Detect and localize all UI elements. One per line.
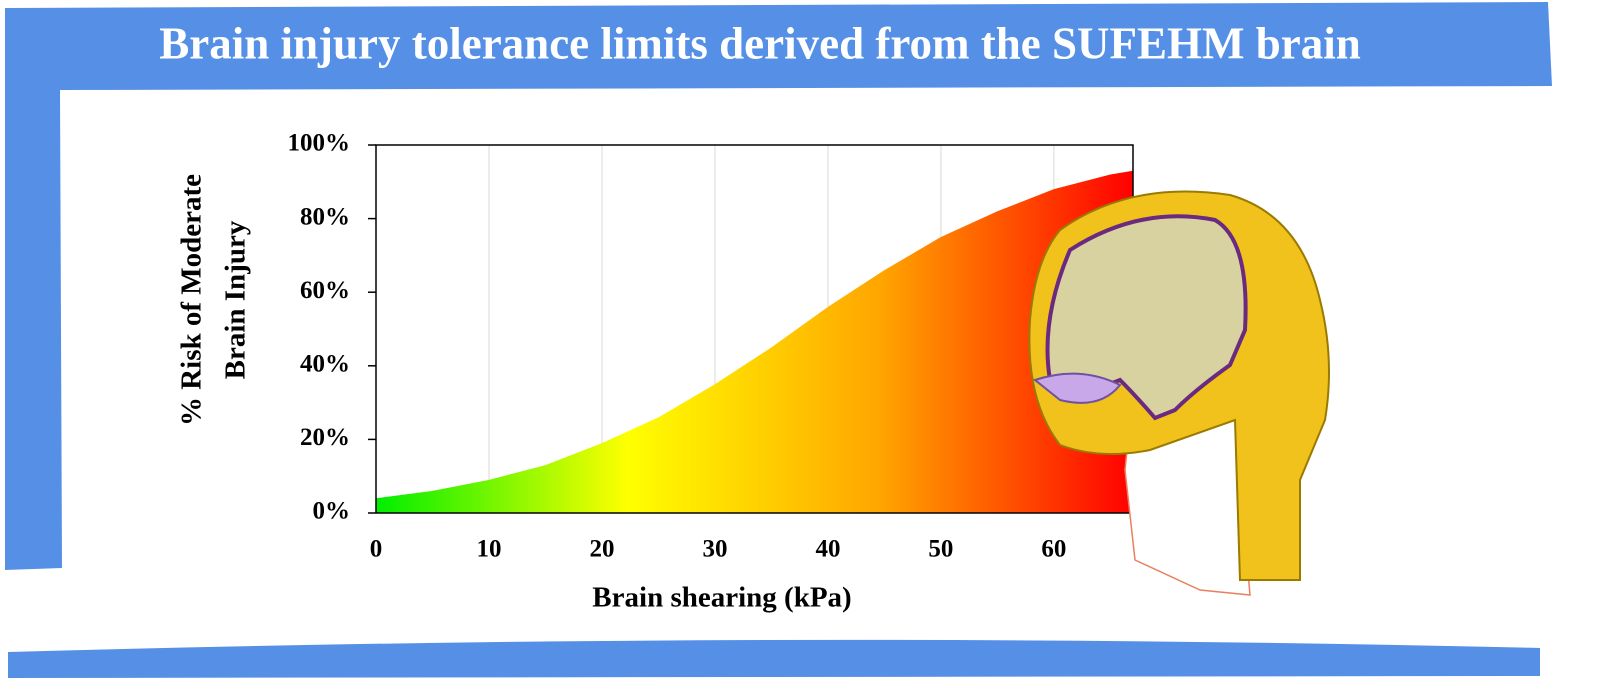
frame-banner bbox=[5, 2, 1552, 570]
area bbox=[376, 170, 1133, 513]
cerebellum bbox=[1032, 372, 1122, 404]
x-tick-label: 20 bbox=[589, 536, 614, 563]
y-tick-label: 80% bbox=[300, 203, 350, 230]
x-tick-label: 10 bbox=[476, 536, 501, 563]
x-tick-label: 60 bbox=[1041, 536, 1066, 563]
y-tick-label: 60% bbox=[300, 277, 350, 304]
y-tick-label: 0% bbox=[313, 498, 351, 525]
frame-bottom bbox=[8, 639, 1540, 678]
x-tick-label: 0 bbox=[370, 536, 383, 563]
x-tick-label: 50 bbox=[928, 536, 953, 563]
x-tick-label: 40 bbox=[815, 536, 840, 563]
y-tick-label: 40% bbox=[300, 351, 350, 378]
x-axis-label: Brain shearing (kPa) bbox=[592, 582, 851, 614]
x-tick-label: 30 bbox=[702, 536, 727, 563]
y-axis-label: Brain Injury bbox=[220, 220, 252, 379]
head-model bbox=[1028, 190, 1330, 596]
y-tick-label: 20% bbox=[300, 424, 350, 451]
y-tick-label: 100% bbox=[288, 130, 351, 157]
slide-title: Brain injury tolerance limits derived fr… bbox=[159, 18, 1361, 68]
plot: 0 10 20 30 40 50 60 0% 20% 40% 60% 80% 100% Brain she… bbox=[176, 130, 1134, 614]
y-axis-label: % Risk of Moderate bbox=[176, 174, 208, 426]
